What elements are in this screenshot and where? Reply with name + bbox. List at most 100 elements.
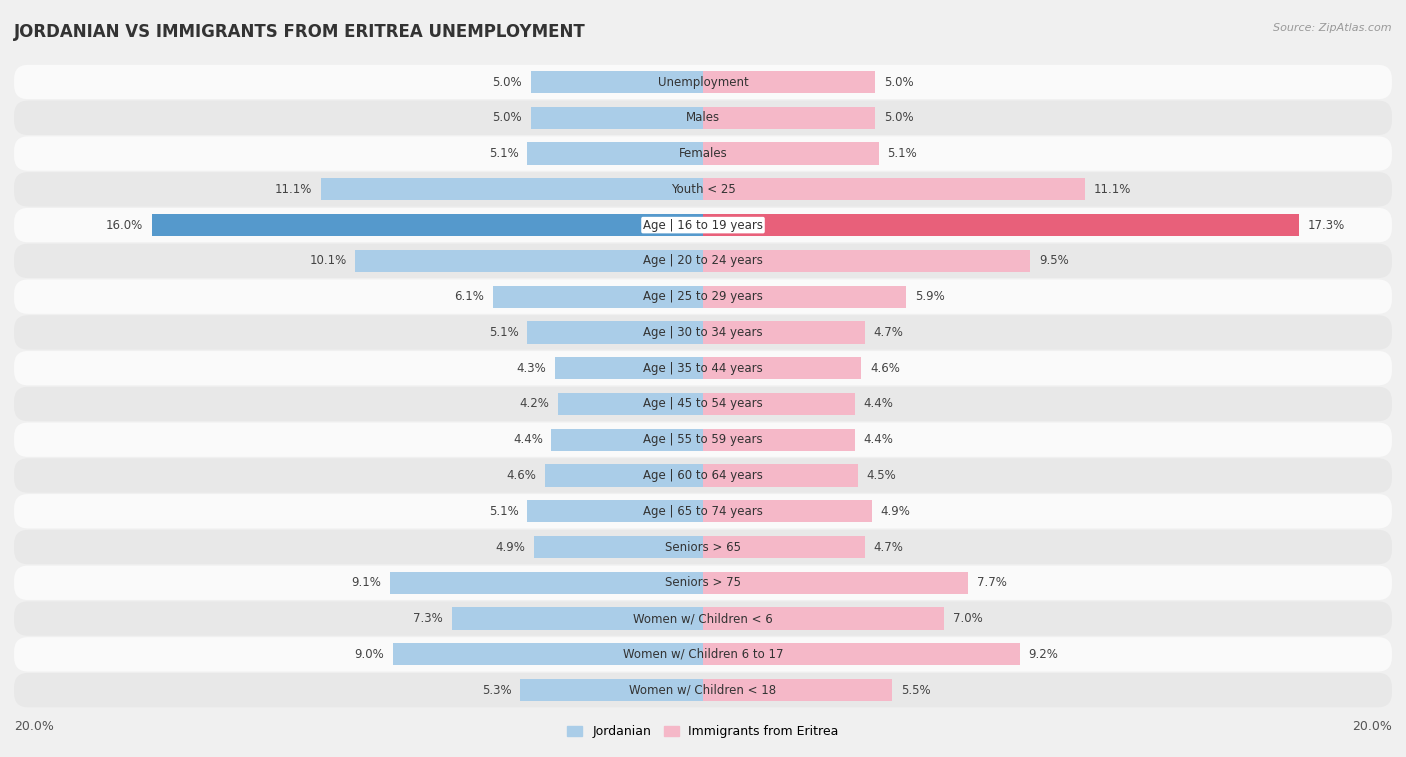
Text: 9.2%: 9.2% — [1029, 648, 1059, 661]
Bar — [321, 178, 703, 201]
Bar — [544, 464, 703, 487]
Bar — [527, 500, 703, 522]
Text: 7.0%: 7.0% — [953, 612, 983, 625]
Bar — [534, 536, 703, 558]
FancyBboxPatch shape — [14, 494, 1392, 528]
Text: Age | 55 to 59 years: Age | 55 to 59 years — [643, 433, 763, 446]
Bar — [551, 428, 703, 451]
Bar — [451, 607, 703, 630]
Text: Source: ZipAtlas.com: Source: ZipAtlas.com — [1274, 23, 1392, 33]
Text: Women w/ Children < 18: Women w/ Children < 18 — [630, 684, 776, 696]
Bar — [703, 321, 865, 344]
FancyBboxPatch shape — [14, 601, 1392, 636]
Text: 11.1%: 11.1% — [1094, 183, 1132, 196]
Bar — [703, 464, 858, 487]
Text: 7.7%: 7.7% — [977, 576, 1007, 589]
FancyBboxPatch shape — [14, 279, 1392, 314]
FancyBboxPatch shape — [14, 458, 1392, 493]
FancyBboxPatch shape — [14, 422, 1392, 457]
Text: Age | 20 to 24 years: Age | 20 to 24 years — [643, 254, 763, 267]
Text: Unemployment: Unemployment — [658, 76, 748, 89]
FancyBboxPatch shape — [14, 208, 1392, 242]
Text: Age | 16 to 19 years: Age | 16 to 19 years — [643, 219, 763, 232]
Text: 4.7%: 4.7% — [873, 540, 904, 553]
Bar — [703, 250, 1031, 272]
FancyBboxPatch shape — [14, 101, 1392, 135]
Text: 4.6%: 4.6% — [506, 469, 536, 482]
Text: Age | 35 to 44 years: Age | 35 to 44 years — [643, 362, 763, 375]
Text: 9.1%: 9.1% — [352, 576, 381, 589]
Bar — [703, 214, 1299, 236]
Text: JORDANIAN VS IMMIGRANTS FROM ERITREA UNEMPLOYMENT: JORDANIAN VS IMMIGRANTS FROM ERITREA UNE… — [14, 23, 586, 41]
FancyBboxPatch shape — [14, 136, 1392, 171]
FancyBboxPatch shape — [14, 565, 1392, 600]
Text: 4.4%: 4.4% — [863, 397, 893, 410]
Text: Seniors > 65: Seniors > 65 — [665, 540, 741, 553]
Bar — [531, 71, 703, 93]
Bar — [392, 643, 703, 665]
Text: 5.1%: 5.1% — [489, 147, 519, 160]
Bar — [703, 428, 855, 451]
Bar — [555, 357, 703, 379]
Bar — [531, 107, 703, 129]
Bar — [527, 321, 703, 344]
Text: 5.3%: 5.3% — [482, 684, 512, 696]
Bar — [703, 393, 855, 415]
Bar — [703, 357, 862, 379]
Text: 4.5%: 4.5% — [866, 469, 897, 482]
Bar — [703, 142, 879, 165]
Bar — [527, 142, 703, 165]
Bar — [389, 572, 703, 594]
Bar — [703, 107, 875, 129]
Bar — [703, 607, 945, 630]
Text: 5.0%: 5.0% — [492, 111, 522, 124]
Text: Women w/ Children 6 to 17: Women w/ Children 6 to 17 — [623, 648, 783, 661]
Text: Age | 65 to 74 years: Age | 65 to 74 years — [643, 505, 763, 518]
FancyBboxPatch shape — [14, 673, 1392, 707]
Text: 4.2%: 4.2% — [520, 397, 550, 410]
Text: 20.0%: 20.0% — [1353, 720, 1392, 734]
FancyBboxPatch shape — [14, 387, 1392, 421]
Text: 5.1%: 5.1% — [489, 505, 519, 518]
Text: 4.9%: 4.9% — [880, 505, 910, 518]
Text: 5.0%: 5.0% — [884, 111, 914, 124]
Text: 5.9%: 5.9% — [915, 290, 945, 303]
FancyBboxPatch shape — [14, 244, 1392, 278]
Text: 5.0%: 5.0% — [884, 76, 914, 89]
Bar — [152, 214, 703, 236]
Text: 9.5%: 9.5% — [1039, 254, 1069, 267]
Text: 5.0%: 5.0% — [492, 76, 522, 89]
Bar — [703, 643, 1019, 665]
Text: 5.1%: 5.1% — [887, 147, 917, 160]
Text: 5.5%: 5.5% — [901, 684, 931, 696]
FancyBboxPatch shape — [14, 65, 1392, 99]
Bar — [703, 71, 875, 93]
Text: 7.3%: 7.3% — [413, 612, 443, 625]
Bar — [558, 393, 703, 415]
Text: 4.3%: 4.3% — [516, 362, 547, 375]
Bar — [520, 679, 703, 701]
Text: Women w/ Children < 6: Women w/ Children < 6 — [633, 612, 773, 625]
Text: 5.1%: 5.1% — [489, 326, 519, 339]
Text: Age | 60 to 64 years: Age | 60 to 64 years — [643, 469, 763, 482]
FancyBboxPatch shape — [14, 172, 1392, 207]
Bar — [494, 285, 703, 308]
Legend: Jordanian, Immigrants from Eritrea: Jordanian, Immigrants from Eritrea — [562, 720, 844, 743]
Bar — [703, 178, 1085, 201]
Text: 16.0%: 16.0% — [105, 219, 143, 232]
Text: Youth < 25: Youth < 25 — [671, 183, 735, 196]
Text: Age | 30 to 34 years: Age | 30 to 34 years — [643, 326, 763, 339]
Text: 17.3%: 17.3% — [1308, 219, 1344, 232]
Text: Age | 45 to 54 years: Age | 45 to 54 years — [643, 397, 763, 410]
FancyBboxPatch shape — [14, 530, 1392, 564]
Bar — [703, 679, 893, 701]
FancyBboxPatch shape — [14, 315, 1392, 350]
Text: 20.0%: 20.0% — [14, 720, 53, 734]
Text: Males: Males — [686, 111, 720, 124]
Text: Seniors > 75: Seniors > 75 — [665, 576, 741, 589]
FancyBboxPatch shape — [14, 351, 1392, 385]
Text: 4.4%: 4.4% — [513, 433, 543, 446]
Text: Age | 25 to 29 years: Age | 25 to 29 years — [643, 290, 763, 303]
Text: 9.0%: 9.0% — [354, 648, 384, 661]
Text: Females: Females — [679, 147, 727, 160]
